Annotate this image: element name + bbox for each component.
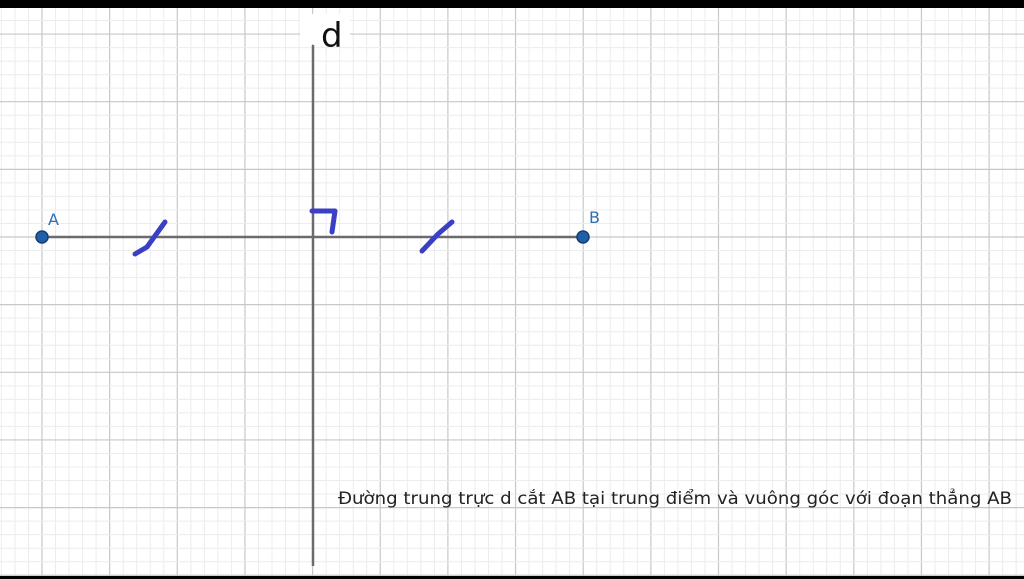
equal-tick-mark-right — [419, 219, 455, 254]
grid — [0, 8, 1024, 576]
point-b[interactable] — [576, 230, 590, 244]
line-d-label: d — [321, 16, 343, 56]
point-b-label: B — [589, 208, 600, 227]
right-angle-mark — [309, 208, 338, 235]
point-a-label: A — [48, 210, 59, 229]
label-background — [300, 14, 350, 44]
point-a[interactable] — [35, 230, 49, 244]
caption-text: Đường trung trực d cắt AB tại trung điểm… — [338, 488, 1012, 509]
equal-tick-mark-left — [132, 219, 168, 257]
